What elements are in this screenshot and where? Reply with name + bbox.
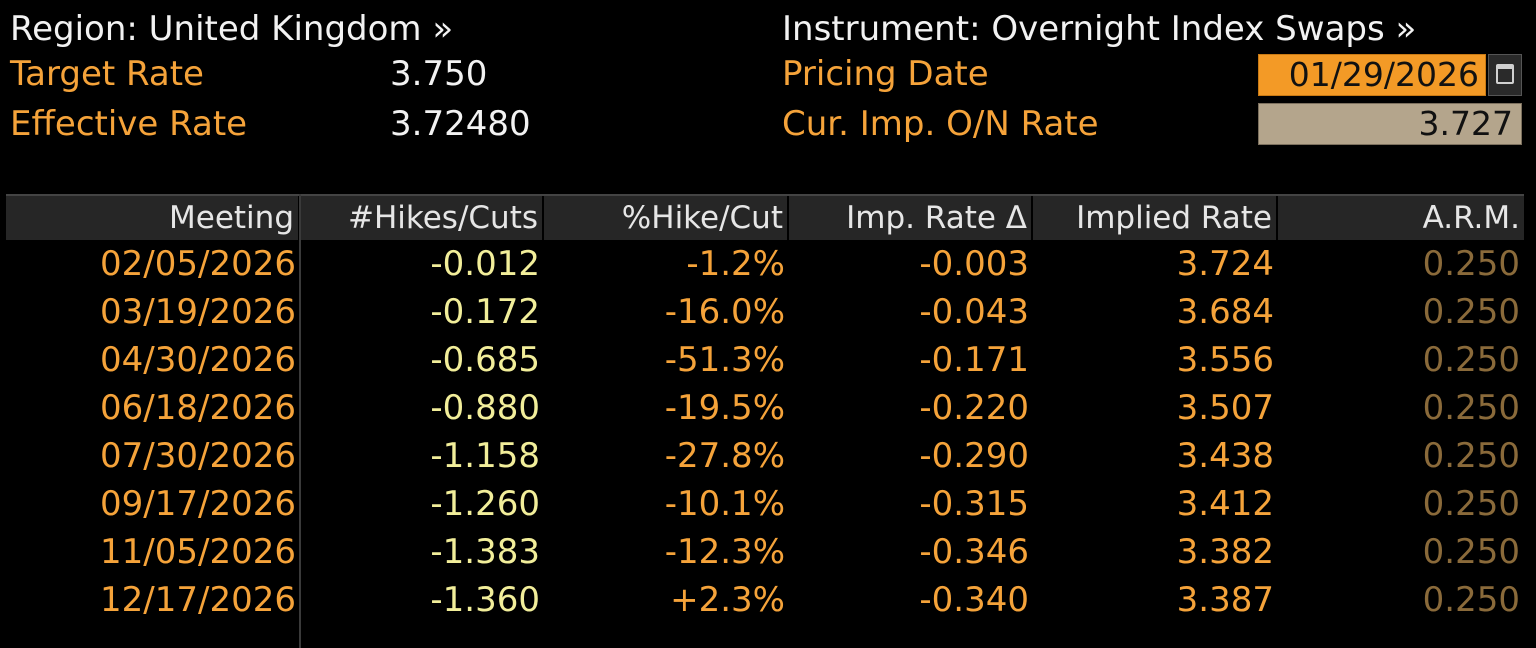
pricing-date-label: Pricing Date (782, 54, 989, 94)
cell-implied-rate: 3.556 (1176, 340, 1274, 380)
cell-pct-hike-cut: -1.2% (686, 244, 785, 284)
cell-pct-hike-cut: -12.3% (664, 532, 785, 572)
cell-implied-rate: 3.387 (1176, 580, 1274, 620)
col-header-imp-rate-delta[interactable]: Imp. Rate Δ (789, 196, 1033, 240)
cell-arm: 0.250 (1422, 436, 1520, 476)
cell-pct-hike-cut: +2.3% (670, 580, 785, 620)
cell-imp-rate-delta: -0.043 (919, 292, 1029, 332)
cell-hikes-cuts: -1.360 (430, 580, 540, 620)
cell-imp-rate-delta: -0.346 (919, 532, 1029, 572)
cell-arm: 0.250 (1422, 388, 1520, 428)
table-row[interactable]: 12/17/2026 -1.360 +2.3% -0.340 3.387 0.250 (6, 576, 1524, 624)
cell-imp-rate-delta: -0.290 (919, 436, 1029, 476)
col-header-hikes-cuts[interactable]: #Hikes/Cuts (300, 196, 544, 240)
cell-arm: 0.250 (1422, 484, 1520, 524)
region-selector[interactable]: Region: United Kingdom » (10, 9, 454, 49)
cell-imp-rate-delta: -0.315 (919, 484, 1029, 524)
cell-implied-rate: 3.412 (1176, 484, 1274, 524)
effective-rate-label: Effective Rate (10, 104, 248, 144)
cell-meeting: 12/17/2026 (100, 580, 296, 620)
table-row[interactable]: 04/30/2026 -0.685 -51.3% -0.171 3.556 0.250 (6, 336, 1524, 384)
cell-meeting: 06/18/2026 (100, 388, 296, 428)
cell-arm: 0.250 (1422, 292, 1520, 332)
cell-meeting: 03/19/2026 (100, 292, 296, 332)
pricing-date-input[interactable]: 01/29/2026 (1258, 54, 1486, 96)
cell-pct-hike-cut: -16.0% (664, 292, 785, 332)
cell-hikes-cuts: -0.012 (430, 244, 540, 284)
cell-meeting: 02/05/2026 (100, 244, 296, 284)
cell-hikes-cuts: -0.172 (430, 292, 540, 332)
cell-imp-rate-delta: -0.171 (919, 340, 1029, 380)
cell-hikes-cuts: -0.880 (430, 388, 540, 428)
calendar-button[interactable] (1488, 54, 1522, 96)
cell-meeting: 04/30/2026 (100, 340, 296, 380)
cell-meeting: 07/30/2026 (100, 436, 296, 476)
col-header-arm[interactable]: A.R.M. (1422, 200, 1520, 236)
table-row[interactable]: 11/05/2026 -1.383 -12.3% -0.346 3.382 0.250 (6, 528, 1524, 576)
column-divider (299, 194, 301, 648)
effective-rate-value: 3.72480 (390, 104, 531, 144)
cell-pct-hike-cut: -51.3% (664, 340, 785, 380)
target-rate-label: Target Rate (10, 54, 204, 94)
cell-meeting: 11/05/2026 (100, 532, 296, 572)
table-header: Meeting #Hikes/Cuts %Hike/Cut Imp. Rate … (6, 194, 1524, 240)
cell-implied-rate: 3.382 (1176, 532, 1274, 572)
table-row[interactable]: 03/19/2026 -0.172 -16.0% -0.043 3.684 0.250 (6, 288, 1524, 336)
table-row[interactable]: 07/30/2026 -1.158 -27.8% -0.290 3.438 0.250 (6, 432, 1524, 480)
table-row[interactable]: 06/18/2026 -0.880 -19.5% -0.220 3.507 0.250 (6, 384, 1524, 432)
instrument-selector[interactable]: Instrument: Overnight Index Swaps » (782, 9, 1417, 49)
cell-imp-rate-delta: -0.340 (919, 580, 1029, 620)
cell-arm: 0.250 (1422, 340, 1520, 380)
cell-implied-rate: 3.438 (1176, 436, 1274, 476)
cell-pct-hike-cut: -19.5% (664, 388, 785, 428)
cur-imp-rate-field[interactable]: 3.727 (1258, 103, 1522, 145)
cell-arm: 0.250 (1422, 532, 1520, 572)
cell-implied-rate: 3.507 (1176, 388, 1274, 428)
cell-imp-rate-delta: -0.220 (919, 388, 1029, 428)
cell-hikes-cuts: -1.383 (430, 532, 540, 572)
cell-arm: 0.250 (1422, 580, 1520, 620)
table-row[interactable]: 09/17/2026 -1.260 -10.1% -0.315 3.412 0.250 (6, 480, 1524, 528)
cur-imp-rate-label: Cur. Imp. O/N Rate (782, 104, 1099, 144)
col-header-meeting[interactable]: Meeting (6, 196, 300, 240)
cell-imp-rate-delta: -0.003 (919, 244, 1029, 284)
cell-hikes-cuts: -0.685 (430, 340, 540, 380)
col-header-implied-rate[interactable]: Implied Rate (1033, 196, 1278, 240)
calendar-icon (1496, 64, 1514, 84)
cell-implied-rate: 3.724 (1176, 244, 1274, 284)
table-row[interactable]: 02/05/2026 -0.012 -1.2% -0.003 3.724 0.250 (6, 240, 1524, 288)
cell-pct-hike-cut: -10.1% (664, 484, 785, 524)
cell-arm: 0.250 (1422, 244, 1520, 284)
cell-meeting: 09/17/2026 (100, 484, 296, 524)
cell-hikes-cuts: -1.158 (430, 436, 540, 476)
col-header-pct-hike-cut[interactable]: %Hike/Cut (544, 196, 789, 240)
cell-pct-hike-cut: -27.8% (664, 436, 785, 476)
meetings-table: Meeting #Hikes/Cuts %Hike/Cut Imp. Rate … (6, 194, 1524, 648)
target-rate-value: 3.750 (390, 54, 488, 94)
cell-implied-rate: 3.684 (1176, 292, 1274, 332)
cell-hikes-cuts: -1.260 (430, 484, 540, 524)
